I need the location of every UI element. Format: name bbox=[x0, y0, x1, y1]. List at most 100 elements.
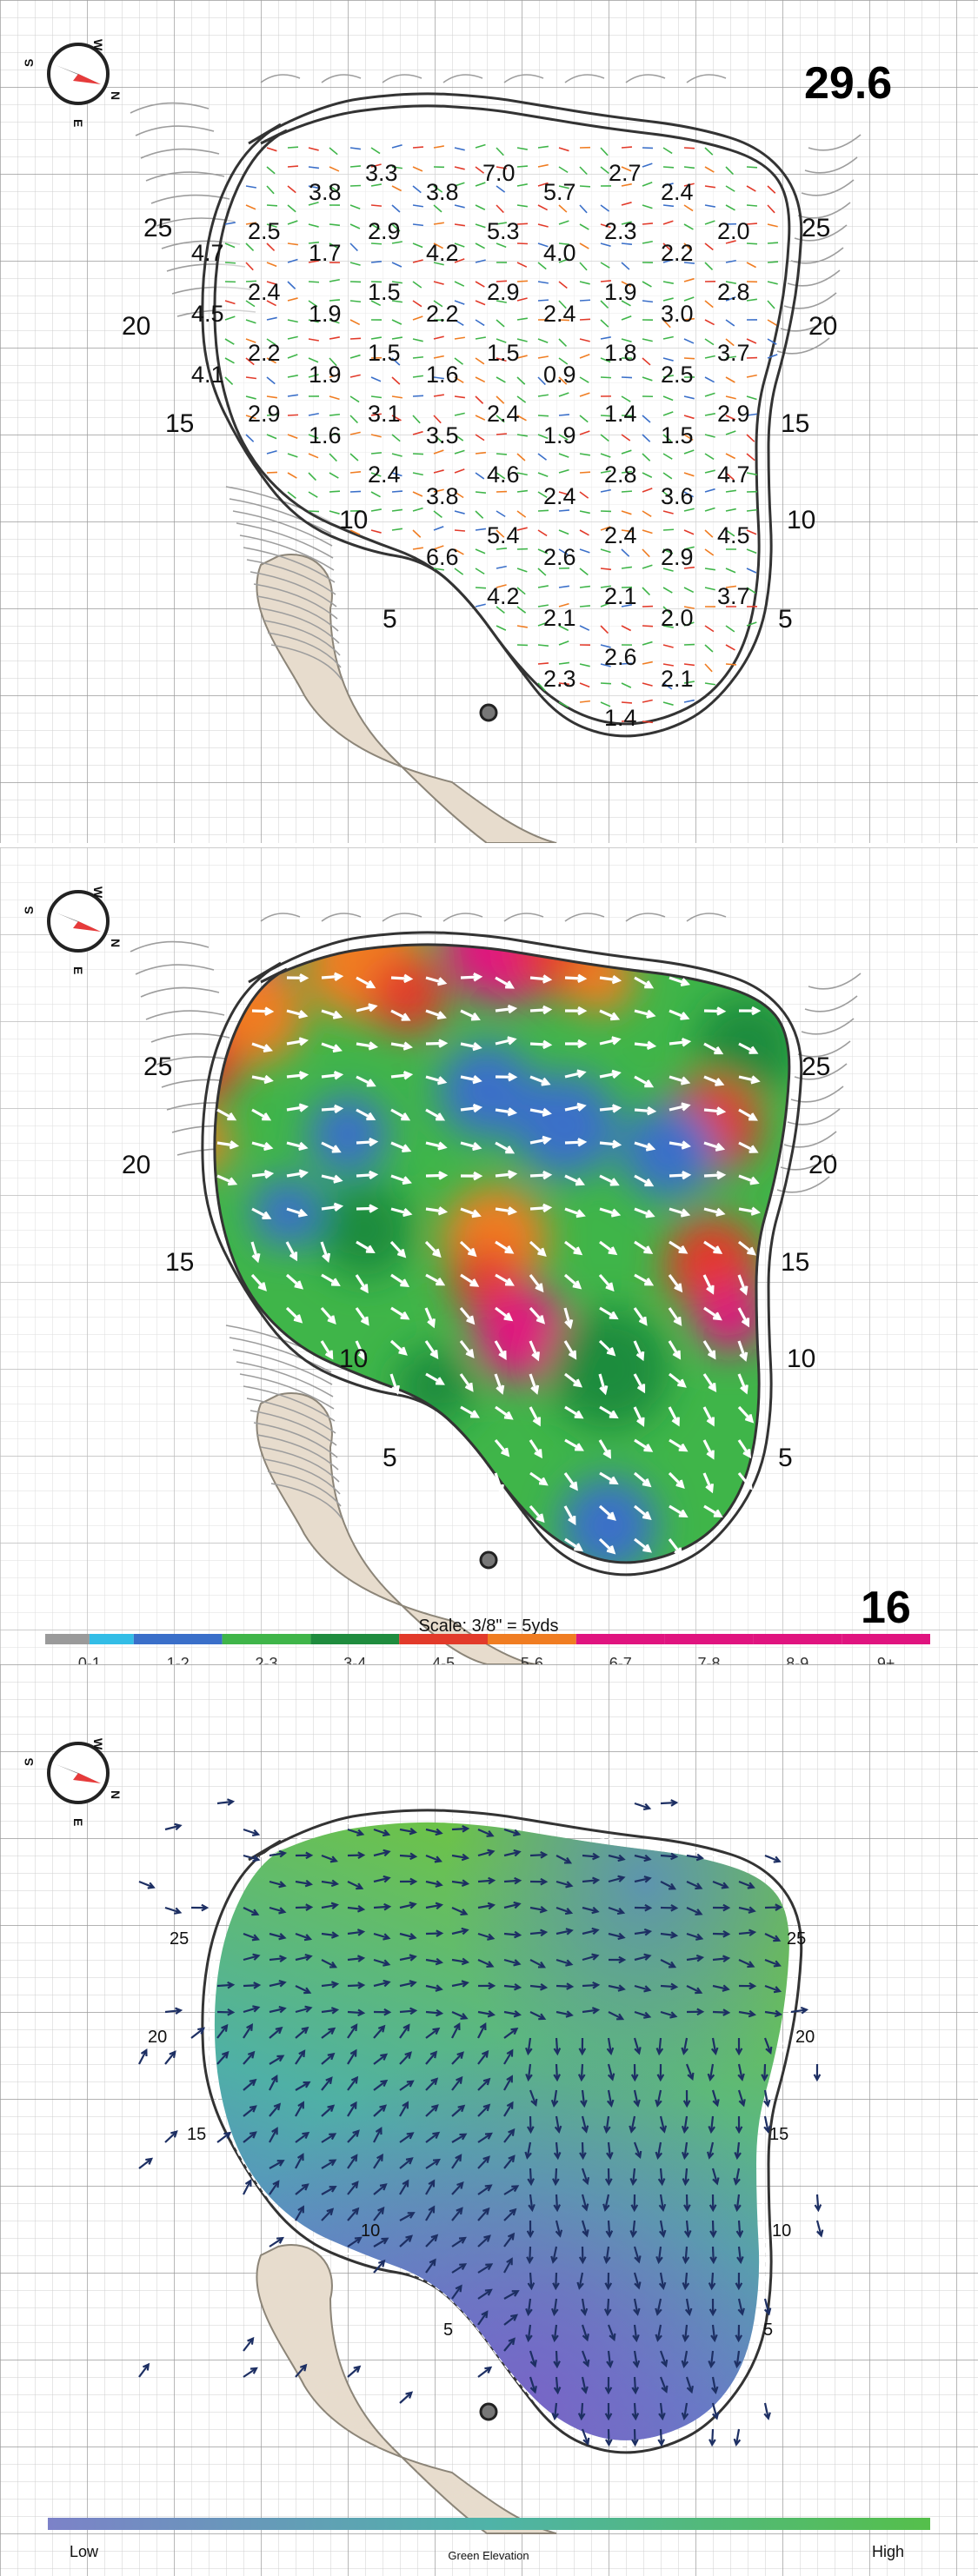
slope-arrow bbox=[245, 434, 255, 442]
arrow-head bbox=[710, 2334, 718, 2343]
slope-arrow bbox=[454, 319, 464, 326]
elevation-arrow bbox=[425, 1854, 442, 1862]
arrow-head bbox=[461, 1879, 470, 1887]
slope-arrow bbox=[266, 395, 277, 399]
arrow-head bbox=[538, 2013, 547, 2021]
slope-value: 2.8 bbox=[717, 279, 750, 305]
arrow-head bbox=[715, 1106, 727, 1116]
slope-arrow bbox=[600, 602, 611, 607]
arrow-head bbox=[334, 1104, 344, 1114]
slope-arrow bbox=[537, 491, 548, 499]
legend-label: 6-7 bbox=[609, 1655, 632, 1664]
elevation-arrow bbox=[763, 2298, 770, 2314]
arrow-head bbox=[507, 1036, 517, 1046]
elevation-arrow bbox=[373, 2154, 383, 2169]
elevation-arrow bbox=[633, 2089, 639, 2106]
elevation-arrow bbox=[608, 1876, 624, 1883]
svg-text:W: W bbox=[91, 886, 105, 899]
arrow-head bbox=[382, 1829, 391, 1837]
elevation-arrow bbox=[527, 2063, 532, 2080]
elevation-arrow bbox=[399, 1982, 416, 1988]
elevation-arrow bbox=[269, 2055, 283, 2065]
arrow-head bbox=[773, 1856, 782, 1863]
arrow-head bbox=[354, 2236, 363, 2244]
arrow-head bbox=[563, 1856, 573, 1864]
arrow-head bbox=[564, 1319, 574, 1330]
arrow-head bbox=[655, 2048, 664, 2056]
slope-arrow bbox=[746, 262, 756, 269]
arrow-head bbox=[609, 1476, 619, 1485]
slope-arrow bbox=[704, 529, 714, 538]
arrow-head bbox=[435, 1828, 443, 1836]
arrow-head bbox=[380, 2053, 389, 2061]
slope-arrow bbox=[370, 147, 381, 155]
slope-arrow bbox=[599, 1009, 618, 1020]
arrow-head bbox=[582, 2229, 589, 2238]
elevation-arrow bbox=[451, 2154, 462, 2169]
arrow-head bbox=[498, 1351, 507, 1360]
arrow-head bbox=[657, 2439, 665, 2447]
slope-arrow bbox=[495, 1405, 512, 1420]
slope-arrow bbox=[412, 529, 422, 538]
elevation-arrow bbox=[581, 2220, 589, 2236]
arrow-head bbox=[603, 2308, 612, 2317]
legend-swatch bbox=[753, 1634, 842, 1644]
arrow-head bbox=[774, 2009, 783, 2018]
elevation-arrow bbox=[399, 2101, 409, 2117]
slope-arrow bbox=[599, 1306, 617, 1319]
elevation-arrow bbox=[581, 2428, 589, 2445]
arrow-head bbox=[298, 1141, 309, 1151]
elevation-arrow bbox=[451, 2181, 463, 2195]
slope-arrow bbox=[621, 183, 632, 187]
slope-arrow bbox=[537, 472, 549, 477]
slope-arrow bbox=[516, 510, 527, 518]
slope-arrow bbox=[433, 488, 444, 493]
arrow-head bbox=[461, 1853, 470, 1862]
slope-arrow bbox=[634, 1240, 652, 1254]
elevation-arrow bbox=[269, 2160, 284, 2169]
slope-arrow bbox=[537, 621, 549, 627]
elevation-arrow bbox=[269, 1956, 286, 1962]
elevation-arrow bbox=[451, 1854, 468, 1859]
distance-marker-left: 20 bbox=[148, 2028, 167, 2047]
slope-arrow bbox=[767, 319, 777, 326]
slope-arrow bbox=[737, 1340, 747, 1360]
arrow-head bbox=[678, 1443, 689, 1452]
slope-arrow bbox=[579, 392, 590, 397]
slope-arrow bbox=[412, 146, 424, 149]
slope-arrow bbox=[579, 682, 590, 688]
distance-marker-right: 15 bbox=[769, 2125, 788, 2144]
slope-arrow bbox=[767, 242, 779, 244]
slope-arrow bbox=[564, 1174, 583, 1185]
elevation-arrow bbox=[503, 2233, 515, 2247]
slope-arrow bbox=[642, 625, 654, 627]
elevation-arrow bbox=[605, 2115, 610, 2132]
slope-arrow bbox=[621, 682, 632, 688]
arrow-head bbox=[273, 2102, 282, 2111]
slope-arrow bbox=[600, 434, 609, 442]
slope-arrow bbox=[704, 548, 715, 556]
arrow-head bbox=[540, 1929, 549, 1937]
slope-arrow bbox=[349, 204, 361, 209]
arrow-head bbox=[582, 2176, 590, 2186]
arrow-head bbox=[303, 1934, 313, 1942]
slope-arrow bbox=[704, 469, 715, 474]
slope-arrow bbox=[564, 1438, 582, 1451]
arrow-head bbox=[405, 2157, 414, 2165]
arrow-head bbox=[643, 1985, 652, 1993]
arrow-head bbox=[142, 2362, 150, 2371]
arrow-head bbox=[472, 1103, 483, 1113]
elevation-arrow bbox=[582, 2008, 598, 2014]
arrow-head bbox=[573, 1378, 583, 1388]
slope-arrow bbox=[600, 568, 612, 571]
slope-arrow bbox=[251, 1207, 270, 1219]
elevation-arrow bbox=[527, 2298, 532, 2314]
elevation-arrow bbox=[216, 1800, 234, 1805]
legend-swatch bbox=[488, 1634, 576, 1644]
arrow-head bbox=[513, 1849, 522, 1857]
slope-arrow bbox=[703, 1042, 722, 1054]
arrow-head bbox=[470, 1410, 480, 1418]
elevation-arrow bbox=[451, 1982, 468, 1988]
arrow-head bbox=[580, 2307, 589, 2317]
elevation-arrow bbox=[529, 2376, 536, 2393]
